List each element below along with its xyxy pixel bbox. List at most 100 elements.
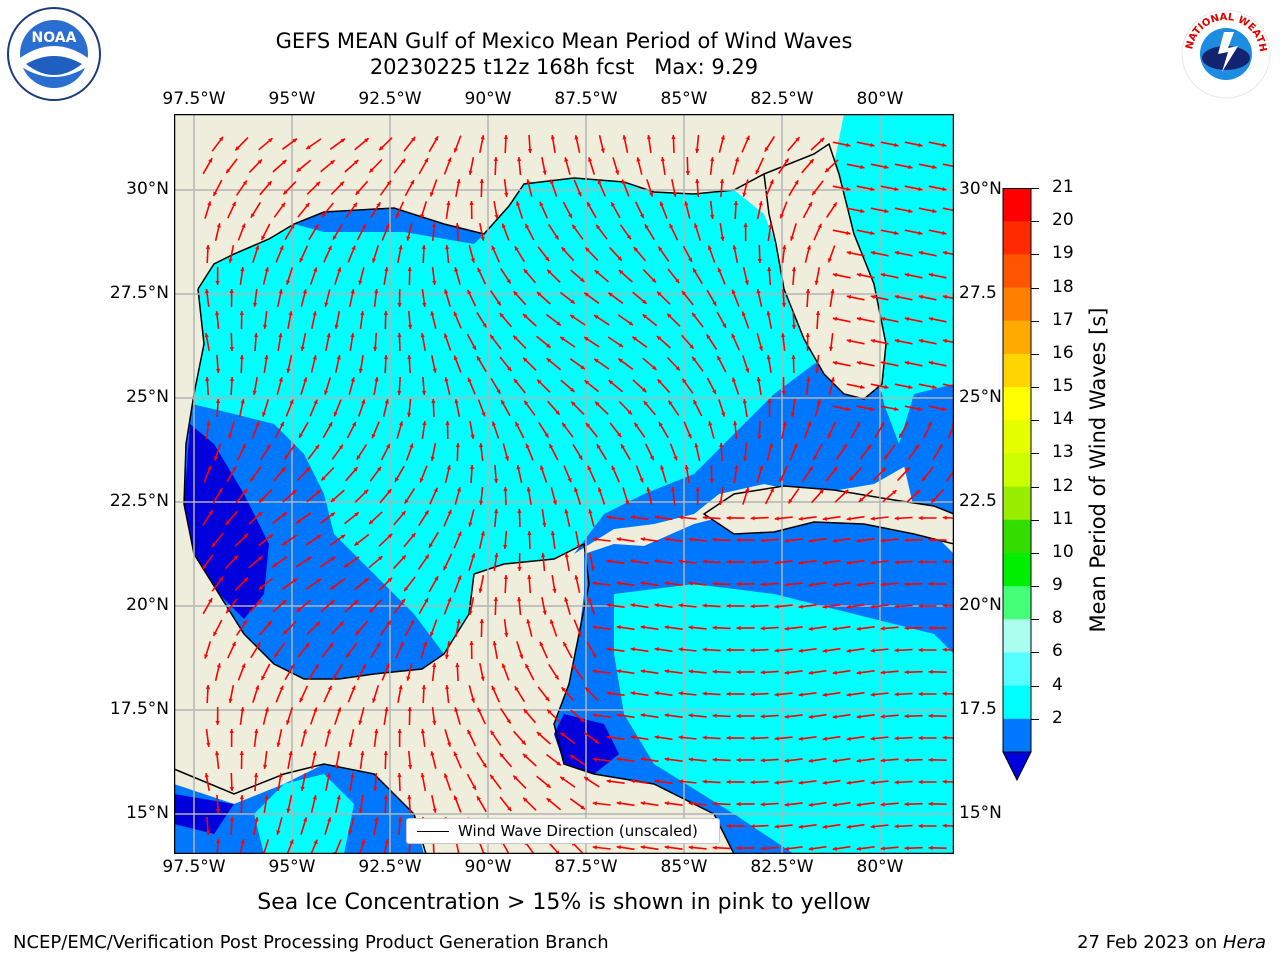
wind-wave-arrow bbox=[325, 773, 331, 791]
wind-wave-arrow bbox=[798, 824, 817, 829]
wind-wave-arrow bbox=[355, 180, 369, 196]
wind-wave-arrow bbox=[407, 794, 412, 814]
wind-wave-arrow bbox=[682, 245, 693, 263]
wind-wave-arrow bbox=[814, 267, 821, 285]
wind-wave-arrow bbox=[284, 663, 295, 681]
wind-wave-arrow bbox=[756, 333, 763, 351]
wind-wave-arrow bbox=[493, 156, 498, 176]
wind-wave-arrow bbox=[918, 338, 937, 345]
wind-wave-arrow bbox=[732, 377, 740, 395]
wind-wave-arrow bbox=[681, 334, 695, 350]
wind-wave-arrow bbox=[709, 157, 715, 175]
wind-wave-arrow bbox=[832, 141, 851, 148]
wind-wave-arrow bbox=[822, 823, 841, 829]
wind-wave-arrow bbox=[248, 158, 263, 174]
wind-wave-arrow bbox=[784, 758, 803, 763]
wind-wave-arrow bbox=[203, 465, 212, 483]
colorbar-tick-label: 16 bbox=[1052, 342, 1074, 363]
wind-wave-arrow bbox=[688, 801, 707, 806]
wind-wave-arrow bbox=[358, 267, 365, 285]
wind-wave-arrow bbox=[349, 289, 355, 307]
wind-wave-arrow bbox=[856, 360, 875, 367]
wind-wave-arrow bbox=[283, 444, 296, 460]
wind-wave-arrow bbox=[229, 332, 234, 352]
wind-wave-arrow bbox=[636, 157, 643, 175]
wind-wave-arrow bbox=[850, 421, 861, 439]
wind-wave-arrow bbox=[260, 663, 271, 681]
wind-wave-arrow bbox=[688, 757, 707, 762]
wind-wave-arrow bbox=[212, 179, 223, 197]
colorbar-band bbox=[1003, 188, 1031, 222]
wind-wave-arrow bbox=[678, 735, 697, 740]
colorbar-tick-mark bbox=[1031, 552, 1039, 554]
wind-wave-arrow bbox=[356, 223, 367, 241]
wind-wave-arrow bbox=[880, 758, 899, 763]
wind-wave-arrow bbox=[453, 795, 462, 813]
colorbar-tick-label: 4 bbox=[1052, 674, 1063, 695]
wind-wave-arrow bbox=[750, 604, 769, 609]
wind-wave-arrow bbox=[306, 181, 321, 195]
wind-wave-arrow bbox=[354, 533, 370, 547]
wind-wave-arrow bbox=[212, 487, 223, 505]
wind-wave-arrow bbox=[741, 311, 750, 329]
colorbar-tick-mark bbox=[1031, 420, 1039, 422]
colorbar-band bbox=[1003, 685, 1031, 720]
wind-wave-arrow bbox=[466, 729, 477, 747]
wind-wave-arrow bbox=[285, 399, 294, 417]
wind-wave-arrow bbox=[493, 596, 498, 616]
wind-wave-arrow bbox=[305, 138, 322, 150]
wind-wave-arrow bbox=[606, 691, 625, 696]
colorbar-tick-label: 2 bbox=[1052, 707, 1063, 728]
wind-wave-arrow bbox=[299, 685, 309, 703]
colorbar-tick-mark bbox=[1031, 320, 1039, 322]
wind-wave-arrow bbox=[592, 537, 611, 542]
wind-wave-arrow bbox=[502, 443, 509, 461]
wind-wave-arrow bbox=[403, 136, 416, 152]
wind-wave-arrow bbox=[630, 559, 649, 565]
wind-wave-arrow bbox=[541, 552, 546, 572]
wind-wave-arrow bbox=[586, 201, 597, 219]
wind-wave-arrow bbox=[726, 603, 745, 609]
wind-wave-arrow bbox=[718, 399, 726, 417]
wind-wave-arrow bbox=[297, 642, 310, 658]
wind-wave-arrow bbox=[345, 466, 359, 482]
gulf-water bbox=[184, 178, 909, 679]
wind-wave-arrow bbox=[791, 354, 796, 374]
wind-wave-arrow bbox=[607, 292, 624, 304]
wind-wave-arrow bbox=[654, 735, 673, 741]
wind-wave-arrow bbox=[491, 245, 501, 263]
wind-wave-arrow bbox=[546, 313, 562, 327]
axis-tick-label: 17.5°N bbox=[109, 699, 169, 719]
wind-wave-arrow bbox=[523, 400, 536, 416]
wind-wave-arrow bbox=[541, 157, 547, 175]
wind-wave-arrow bbox=[928, 625, 947, 630]
wind-wave-arrow bbox=[262, 267, 269, 285]
wind-wave-arrow bbox=[904, 626, 923, 631]
wind-wave-arrow bbox=[654, 559, 673, 565]
wind-wave-arrow bbox=[204, 332, 210, 352]
map-title: GEFS MEAN Gulf of Mexico Mean Period of … bbox=[275, 29, 853, 53]
wind-wave-arrow bbox=[370, 201, 381, 219]
wind-wave-arrow bbox=[633, 422, 646, 438]
wind-wave-arrow bbox=[846, 735, 865, 741]
wind-wave-arrow bbox=[281, 534, 298, 546]
wind-wave-arrow bbox=[348, 377, 355, 395]
wind-wave-arrow bbox=[640, 581, 659, 587]
wind-wave-arrow bbox=[918, 691, 937, 697]
map-subtitle: 20230225 t12z 168h fcst Max: 9.29 bbox=[369, 55, 759, 79]
nws-logo: NATIONAL WEATHER SERVICE bbox=[1174, 0, 1274, 104]
wind-wave-arrow bbox=[609, 422, 622, 438]
axis-tick-label: 95°W bbox=[268, 89, 316, 109]
wind-wave-arrow bbox=[750, 560, 769, 565]
wind-wave-arrow bbox=[356, 443, 368, 461]
wind-wave-arrow bbox=[453, 751, 462, 769]
wind-wave-arrow bbox=[324, 289, 331, 307]
wind-wave-arrow bbox=[550, 487, 557, 505]
wind-wave-arrow bbox=[904, 758, 923, 763]
wind-wave-arrow bbox=[228, 685, 235, 703]
wind-wave-arrow bbox=[894, 516, 913, 521]
wind-wave-arrow bbox=[309, 707, 318, 725]
wind-wave-arrow bbox=[642, 313, 658, 327]
colorbar-tick-mark bbox=[1031, 387, 1039, 389]
wind-wave-arrow bbox=[370, 641, 381, 659]
